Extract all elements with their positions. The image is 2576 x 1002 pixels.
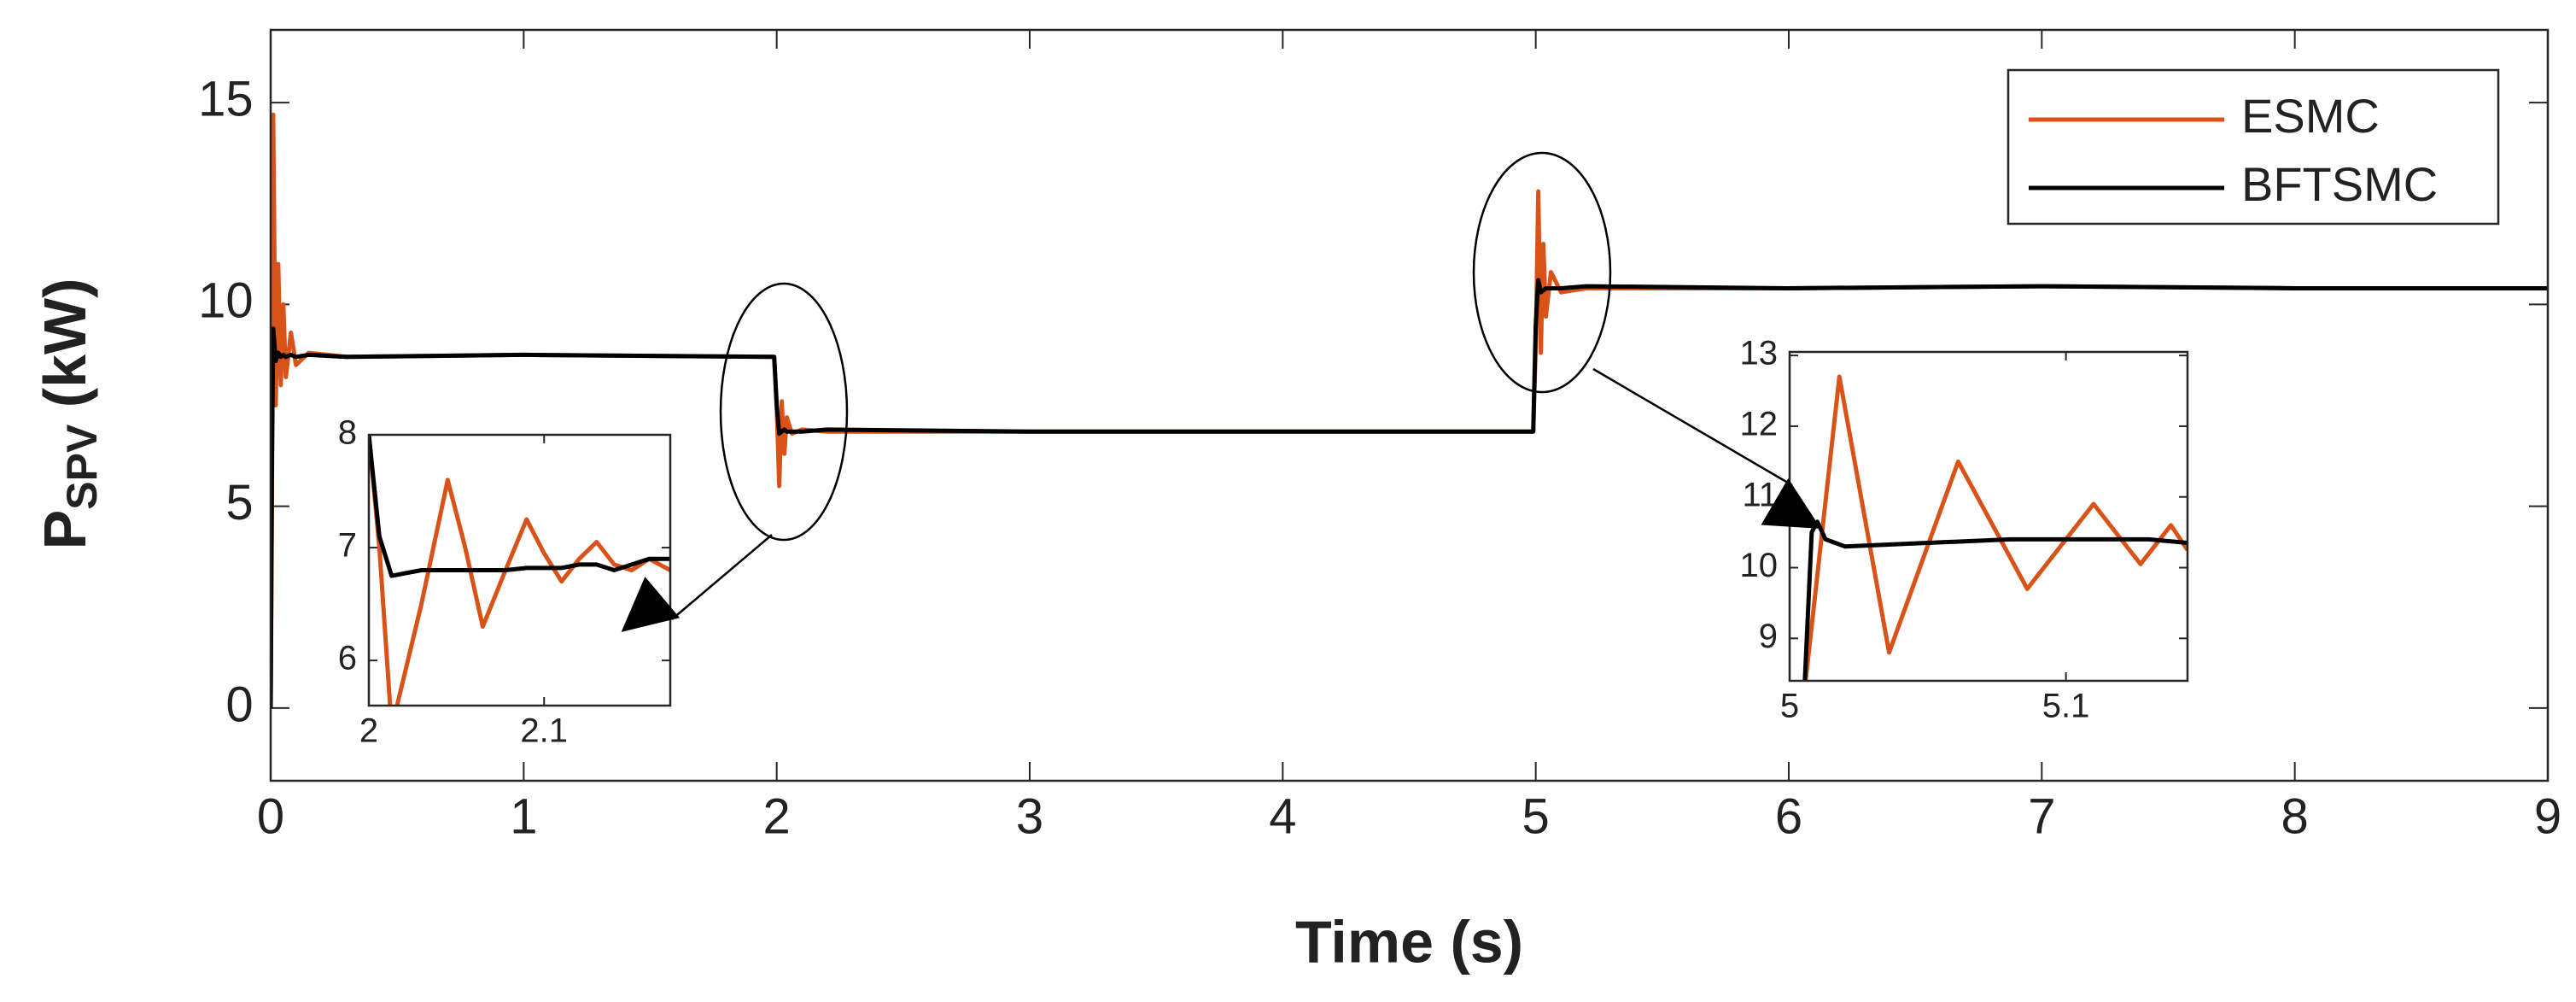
y-axis-label-part: (kW) bbox=[32, 278, 98, 425]
x-tick-label: 1 bbox=[510, 789, 537, 845]
x-tick-label: 4 bbox=[1269, 789, 1296, 845]
y-tick-label: 6 bbox=[338, 640, 357, 677]
y-tick-label: 9 bbox=[1759, 618, 1778, 655]
zoom-ellipse bbox=[719, 282, 849, 542]
x-tick-label: 2 bbox=[359, 712, 378, 750]
x-tick-label: 2 bbox=[763, 789, 791, 845]
y-tick-label: 11 bbox=[1742, 476, 1778, 513]
y-tick-label: 12 bbox=[1740, 405, 1779, 442]
axes-frame bbox=[367, 433, 672, 707]
axes: 2 2.1 6 7 8 bbox=[338, 414, 672, 750]
y-axis-label: PSPV (kW) bbox=[32, 278, 106, 550]
y-tick-label: 10 bbox=[198, 273, 254, 329]
x-tick-label: 5.1 bbox=[2042, 688, 2090, 725]
zoom-arrow bbox=[1592, 367, 1821, 529]
y-tick-label: 15 bbox=[198, 71, 254, 126]
axes: 5 5.1 9 10 11 12 13 bbox=[1740, 335, 2189, 725]
series-line bbox=[271, 278, 2548, 708]
legend-label: BFTSMC bbox=[2241, 157, 2438, 211]
series-line bbox=[1803, 374, 2188, 681]
y-tick-label: 13 bbox=[1740, 335, 1779, 372]
y-axis-label-part: SPV bbox=[58, 424, 106, 510]
x-tick-label: 2.1 bbox=[520, 712, 568, 750]
y-tick-label: 0 bbox=[225, 677, 253, 732]
x-tick-label: 0 bbox=[257, 789, 284, 845]
series-line bbox=[271, 112, 2548, 708]
x-tick-label: 7 bbox=[2028, 789, 2055, 845]
x-axis-label: Time (s) bbox=[1295, 908, 1523, 975]
legend-box bbox=[2006, 68, 2500, 226]
zoom-ellipse bbox=[1472, 151, 1612, 394]
x-tick-label: 5 bbox=[1780, 688, 1799, 725]
x-tick-label: 3 bbox=[1016, 789, 1043, 845]
y-tick-label: 7 bbox=[338, 527, 357, 565]
x-tick-label: 9 bbox=[2534, 789, 2561, 845]
y-axis-label-part: P bbox=[32, 510, 98, 550]
x-tick-label: 8 bbox=[2281, 789, 2309, 845]
x-tick-label: 5 bbox=[1522, 789, 1550, 845]
y-tick-label: 5 bbox=[225, 475, 253, 530]
x-tick-label: 6 bbox=[1775, 789, 1802, 845]
axes-frame bbox=[269, 28, 2550, 782]
series-line bbox=[369, 435, 670, 578]
legend-label: ESMC bbox=[2241, 89, 2380, 143]
zoom-arrow bbox=[621, 534, 773, 632]
y-tick-label: 8 bbox=[338, 414, 357, 452]
y-tick-label: 10 bbox=[1740, 547, 1779, 584]
